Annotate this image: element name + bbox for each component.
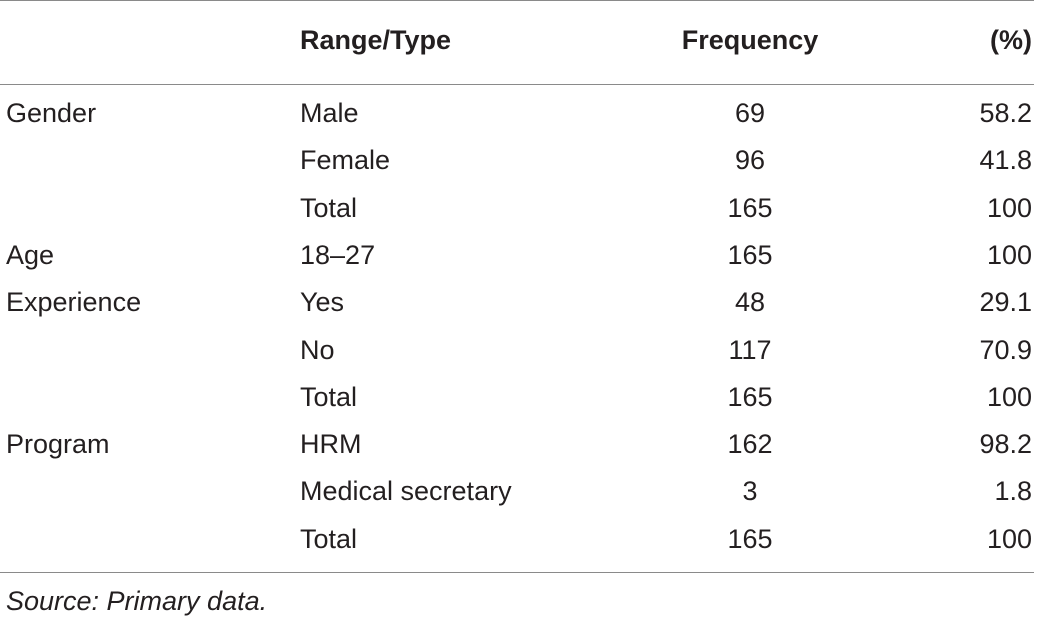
- row-frequency: 117: [728, 335, 772, 365]
- row-category: Age: [6, 240, 55, 270]
- row-range-type: Total: [300, 382, 358, 412]
- row-percent: 70.9: [979, 335, 1032, 365]
- row-frequency: 165: [727, 240, 773, 270]
- table-top-rule: [0, 0, 1034, 1]
- row-percent: 41.8: [979, 145, 1032, 175]
- table-header-rule: [0, 84, 1034, 85]
- row-frequency: 3: [742, 476, 758, 506]
- row-range-type: Total: [300, 524, 358, 554]
- row-category: Program: [6, 429, 110, 459]
- header-percent: (%): [990, 25, 1032, 55]
- row-percent: 100: [986, 240, 1032, 270]
- row-frequency: 165: [727, 382, 773, 412]
- row-percent: 100: [986, 382, 1032, 412]
- header-frequency: Frequency: [681, 25, 819, 55]
- row-range-type: Total: [300, 193, 358, 223]
- row-range-type: 18–27: [300, 240, 376, 270]
- row-range-type: HRM: [300, 429, 362, 459]
- header-range-type: Range/Type: [300, 25, 452, 55]
- row-frequency: 165: [727, 193, 773, 223]
- row-percent: 98.2: [979, 429, 1032, 459]
- row-range-type: No: [300, 335, 335, 365]
- row-range-type: Male: [300, 98, 359, 128]
- row-percent: 58.2: [979, 98, 1032, 128]
- row-frequency: 162: [727, 429, 773, 459]
- row-percent: 1.8: [994, 476, 1032, 506]
- row-category: Experience: [6, 287, 142, 317]
- row-frequency: 165: [727, 524, 773, 554]
- row-category: Gender: [6, 98, 97, 128]
- table-footnote: Source: Primary data.: [6, 586, 268, 616]
- row-percent: 100: [986, 524, 1032, 554]
- table-bottom-rule: [0, 572, 1034, 573]
- row-percent: 100: [986, 193, 1032, 223]
- row-frequency: 96: [734, 145, 766, 175]
- row-frequency: 69: [734, 98, 766, 128]
- row-percent: 29.1: [979, 287, 1032, 317]
- row-range-type: Yes: [300, 287, 345, 317]
- row-range-type: Female: [300, 145, 391, 175]
- row-range-type: Medical secretary: [300, 476, 512, 506]
- row-frequency: 48: [734, 287, 766, 317]
